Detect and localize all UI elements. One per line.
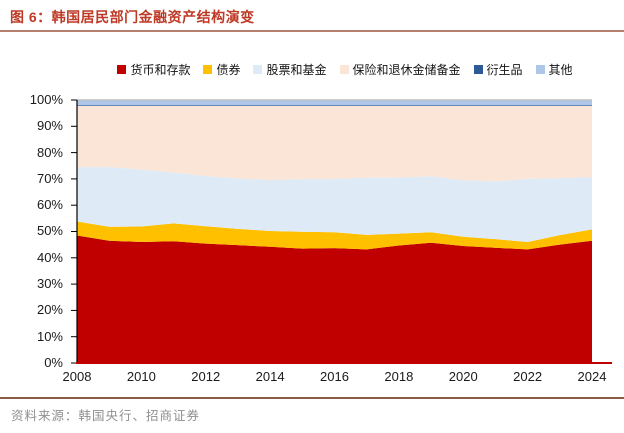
x-axis-label: 2024 [577, 369, 607, 384]
legend-item-stocks-funds: 股票和基金 [253, 61, 327, 78]
x-axis-label: 2020 [448, 369, 478, 384]
legend-swatch-stocks-funds [253, 65, 263, 74]
area-others [77, 100, 592, 106]
x-axis-label: 2016 [320, 369, 349, 384]
legend-label: 其他 [548, 63, 573, 77]
area-derivatives [77, 105, 592, 107]
y-axis-label: 20% [36, 302, 63, 318]
x-axis-label: 2022 [513, 369, 543, 384]
chart-legend: 货币和存款 债券 股票和基金 保险和退休金储备金 衍生品 其他 [66, 61, 624, 78]
y-axis-label: 90% [36, 118, 63, 134]
legend-item-derivatives: 衍生品 [473, 61, 523, 78]
legend-label: 股票和基金 [266, 63, 327, 77]
y-axis-label: 60% [36, 197, 63, 213]
legend-item-bonds: 债券 [203, 61, 240, 78]
y-axis-label: 50% [36, 223, 63, 239]
y-axis-label: 40% [36, 249, 63, 265]
legend-swatch-others [535, 65, 545, 74]
figure-title: 图 6：韩国居民部门金融资产结构演变 [10, 9, 255, 25]
legend-label: 债券 [216, 63, 241, 77]
y-axis-label: 70% [36, 170, 63, 186]
source-note: 资料来源：韩国央行、招商证券 [11, 409, 201, 423]
area-stocks-funds [77, 167, 592, 243]
y-axis-label: 100% [29, 92, 63, 107]
y-axis-label: 0% [44, 354, 63, 370]
y-axis-label: 30% [36, 276, 63, 292]
x-axis-label: 2012 [191, 369, 221, 384]
title-underline [0, 30, 624, 32]
x-axis-label: 2018 [384, 369, 414, 384]
footer-separator [0, 397, 624, 399]
x-axis-label: 2008 [62, 369, 92, 384]
y-axis-labels: 100% 90% 80% 70% 60% 50% 40% 30% 20% 10% 0% [0, 93, 63, 370]
legend-swatch-insurance-pension [339, 65, 349, 74]
legend-item-insurance-pension: 保险和退休金储备金 [339, 61, 461, 78]
y-axis-label: 80% [36, 144, 63, 160]
area-insurance-pension [77, 106, 592, 182]
legend-label: 保险和退休金储备金 [352, 63, 461, 77]
y-axis-label: 10% [36, 328, 63, 344]
legend-item-others: 其他 [535, 61, 573, 78]
legend-swatch-bonds [203, 65, 213, 74]
legend-swatch-derivatives [473, 65, 483, 74]
legend-label: 货币和存款 [130, 63, 191, 77]
area-currency-deposits [77, 235, 592, 363]
legend-label: 衍生品 [486, 63, 523, 77]
area-bonds [77, 221, 592, 250]
x-axis-label: 2010 [126, 369, 156, 384]
x-axis-label: 2014 [255, 369, 285, 384]
legend-swatch-currency-deposits [117, 65, 127, 74]
legend-item-currency-deposits: 货币和存款 [117, 61, 190, 78]
